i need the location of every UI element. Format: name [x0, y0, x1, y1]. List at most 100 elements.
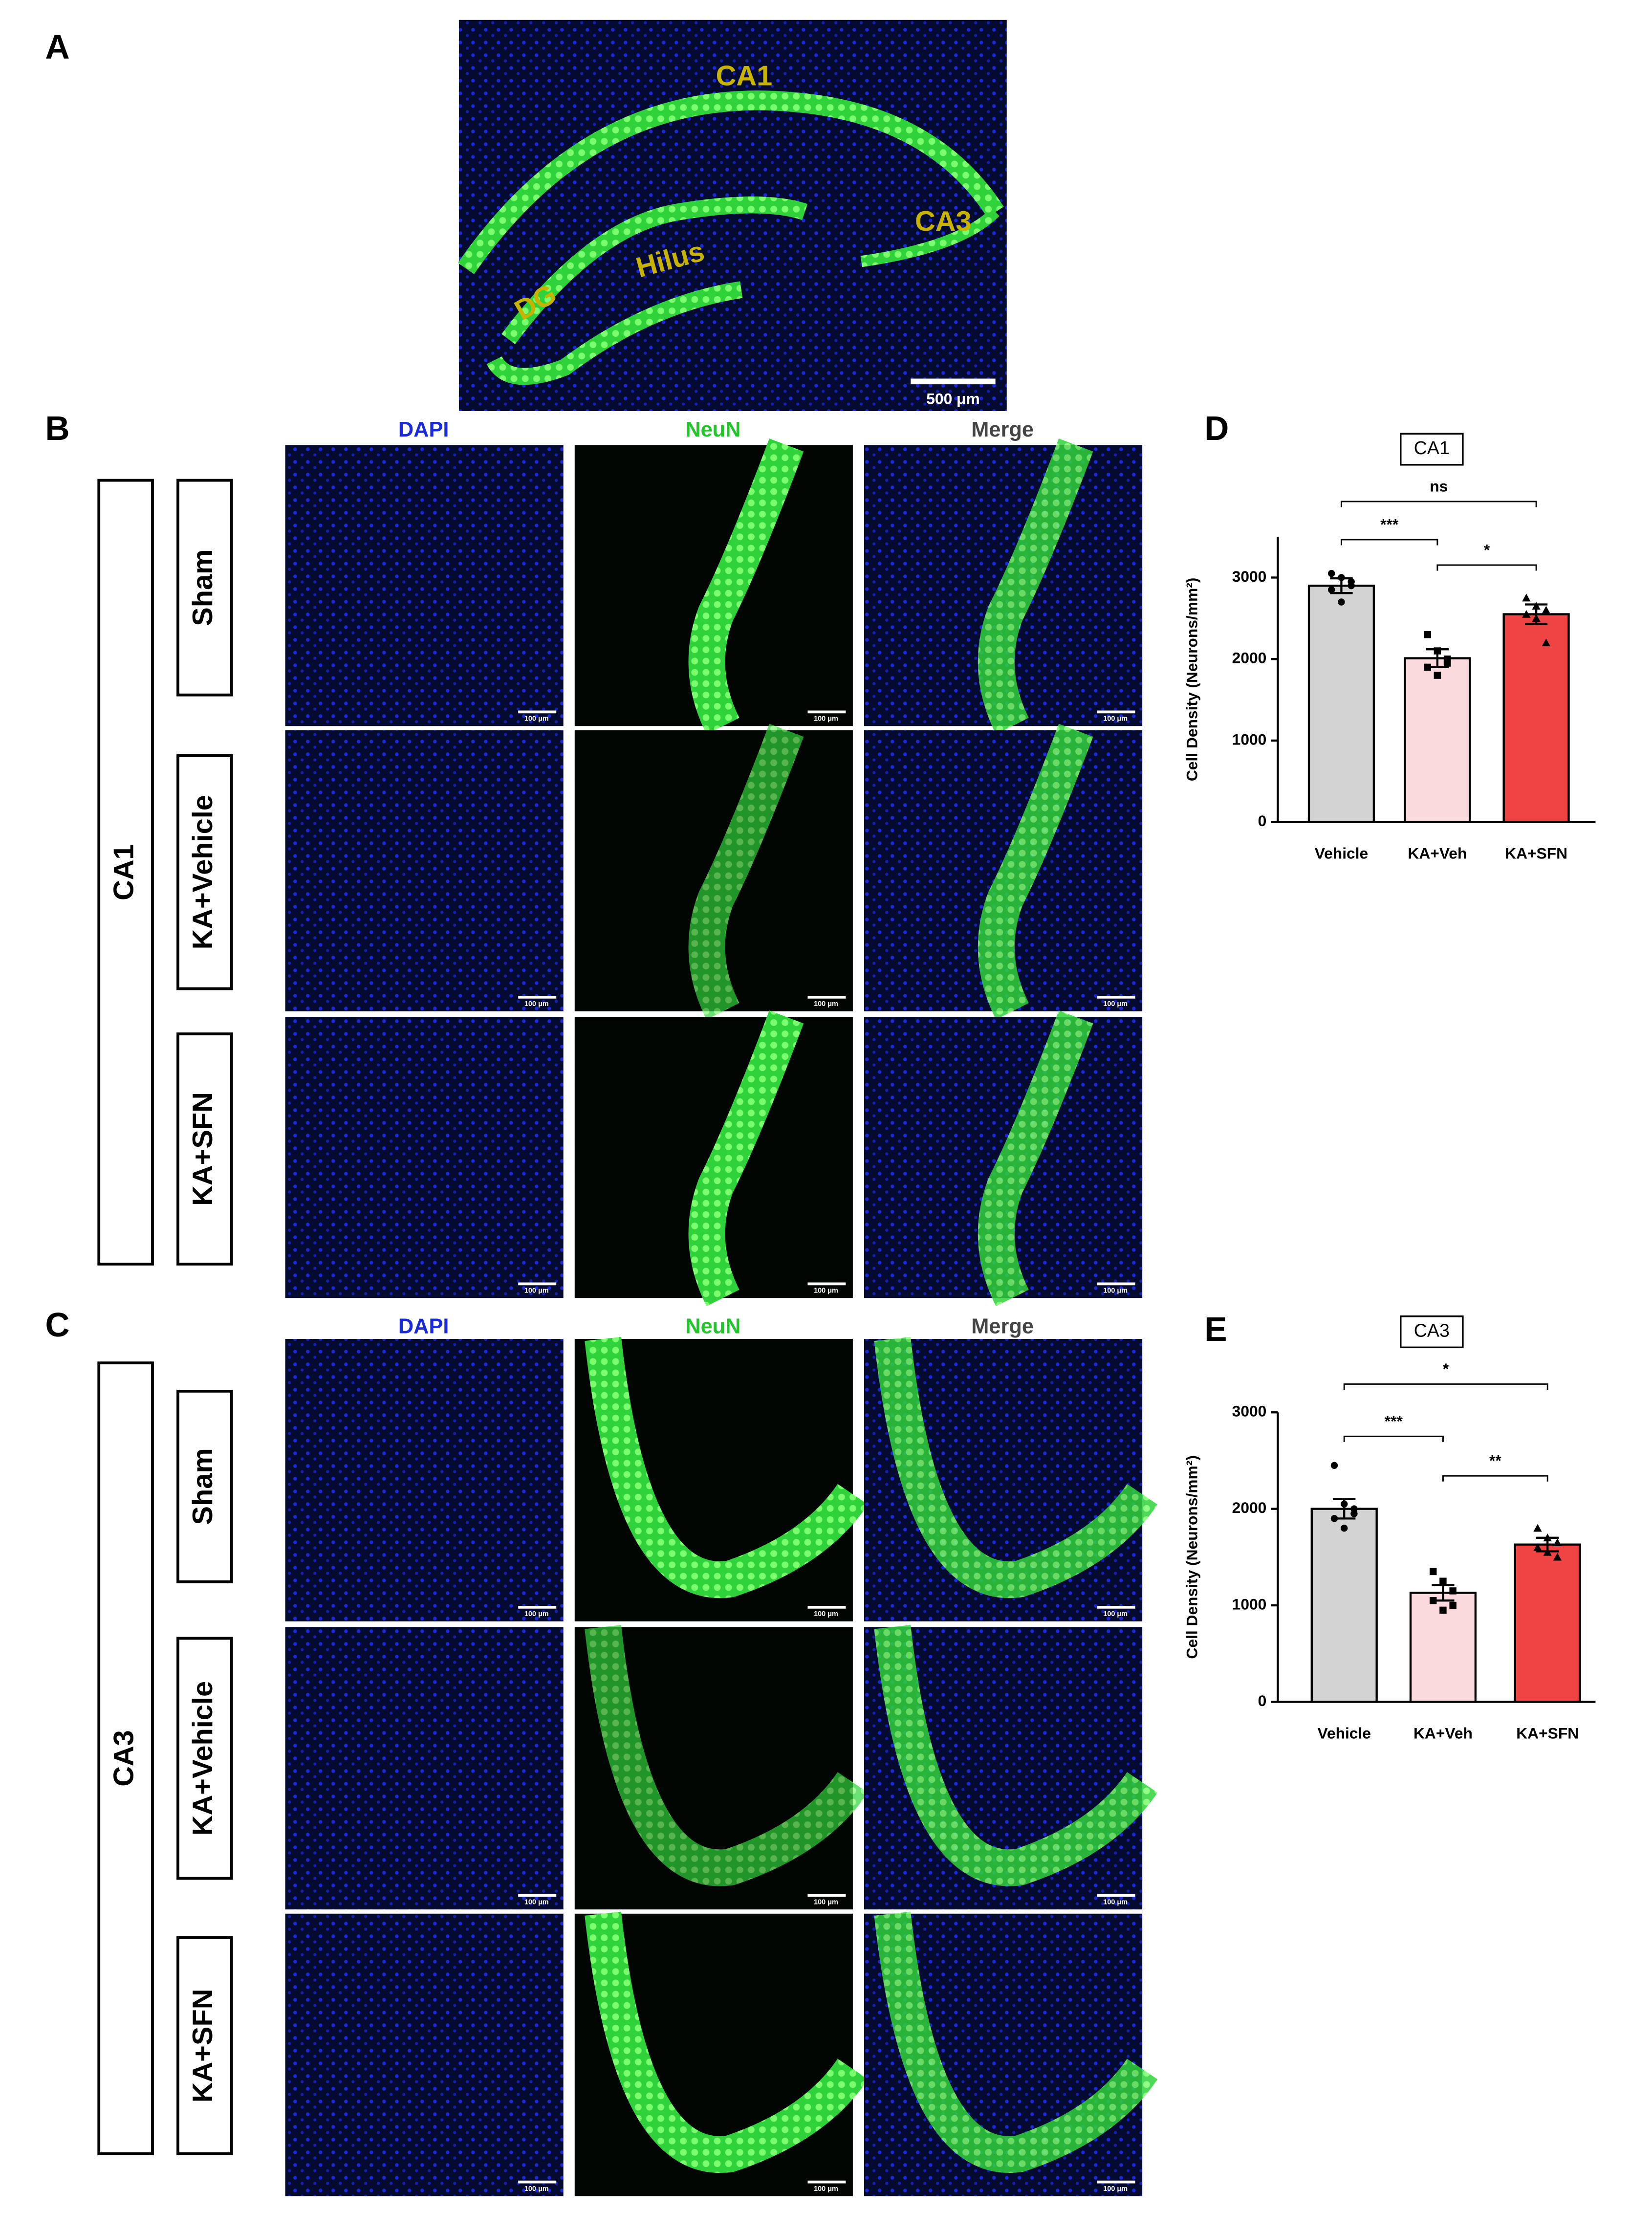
data-point: [1522, 593, 1531, 602]
panel-label: E: [1204, 1310, 1227, 1348]
chart-title: CA1: [1414, 438, 1450, 458]
significance-bracket: [1341, 501, 1537, 507]
row-box: [176, 1936, 233, 2155]
scale-label: 100 μm: [814, 1898, 838, 1906]
column-header: DAPI: [398, 418, 449, 441]
neun-band: [874, 1336, 1158, 1598]
bar: [1404, 657, 1471, 823]
significance-label: *: [1484, 541, 1490, 558]
ca3-layer: [860, 208, 1000, 267]
data-point: [1543, 1533, 1552, 1542]
row-label: KA+SFN: [187, 1989, 218, 2103]
significance-bracket: [1343, 1383, 1548, 1390]
data-point: [1532, 614, 1541, 622]
data-point: [1338, 598, 1345, 606]
column-header: DAPI: [398, 1314, 449, 1338]
data-point: [1341, 1500, 1348, 1508]
x-tick-label: KA+Veh: [1413, 1724, 1473, 1742]
column-header: Merge: [971, 1314, 1034, 1338]
scale-label: 100 μm: [1103, 1898, 1128, 1906]
row-label: KA+Vehicle: [187, 1681, 218, 1836]
neun-band: [585, 1336, 869, 1598]
data-point: [1330, 1515, 1338, 1522]
bar: [1310, 1508, 1378, 1703]
x-tick-label: KA+SFN: [1505, 845, 1567, 862]
row-label: Sham: [187, 1448, 218, 1525]
micrograph: [285, 445, 564, 726]
y-tick-label: 3000: [1232, 568, 1267, 585]
y-tick-label: 2000: [1232, 1499, 1267, 1516]
region-label: CA3: [108, 1730, 139, 1787]
overview-image: [458, 20, 1007, 412]
significance-bracket: [1436, 564, 1537, 571]
scale-label: 100 μm: [814, 715, 838, 723]
y-tick-label: 2000: [1232, 649, 1267, 667]
row-box: [176, 1032, 233, 1266]
panel-label: C: [45, 1306, 69, 1344]
x-tick-label: KA+Veh: [1408, 845, 1467, 862]
column-header: Merge: [971, 418, 1034, 441]
row-box: [176, 479, 233, 697]
row-label: KA+SFN: [187, 1092, 218, 1206]
column-header: NeuN: [685, 418, 740, 441]
scale-label: 100 μm: [814, 1610, 838, 1618]
y-tick-label: 0: [1258, 812, 1267, 830]
data-point: [1439, 1577, 1447, 1585]
y-tick-label: 0: [1258, 1692, 1267, 1709]
data-point: [1434, 647, 1441, 655]
ca1-layer: [457, 90, 1004, 274]
row-label: KA+Vehicle: [187, 795, 218, 949]
data-point: [1533, 1524, 1542, 1532]
scale-label: 100 μm: [814, 1287, 838, 1295]
region-label: CA1: [716, 60, 773, 91]
neun-band: [874, 1625, 1158, 1886]
data-point: [1338, 574, 1345, 581]
bar: [1502, 613, 1570, 823]
data-point: [1348, 578, 1355, 586]
data-point: [1532, 602, 1541, 610]
data-point: [1350, 1505, 1358, 1512]
data-point: [1341, 1524, 1348, 1532]
data-point: [1542, 606, 1550, 614]
significance-bracket: [1442, 1475, 1548, 1482]
region-box: [97, 1361, 154, 2155]
scale-label: 100 μm: [524, 1287, 549, 1295]
scale-label: 100 μm: [814, 1000, 838, 1008]
title-box: [1400, 433, 1464, 466]
neun-band: [874, 1911, 1158, 2173]
scale-label: 100 μm: [524, 1610, 549, 1618]
scale-label: 100 μm: [524, 1000, 549, 1008]
data-point: [1424, 631, 1431, 638]
panel-label: B: [45, 409, 69, 447]
data-point: [1328, 569, 1335, 577]
y-tick-label: 1000: [1232, 1595, 1267, 1613]
panel-label: D: [1204, 409, 1229, 447]
data-point: [1449, 1587, 1456, 1595]
chart-title: CA3: [1414, 1320, 1450, 1340]
data-point: [1328, 586, 1335, 593]
scale-label: 100 μm: [1103, 1287, 1128, 1295]
significance-label: ***: [1385, 1412, 1403, 1430]
neun-band: [585, 1911, 869, 2173]
bar: [1514, 1543, 1581, 1703]
neun-band: [978, 723, 1093, 1020]
region-label: CA1: [108, 844, 139, 900]
micrograph: [285, 1339, 564, 1621]
row-box: [176, 1390, 233, 1583]
data-point: [1553, 1538, 1562, 1546]
neun-band: [978, 438, 1093, 735]
scale-label: 100 μm: [1103, 2185, 1128, 2193]
data-point: [1424, 663, 1431, 671]
micrograph: [285, 1017, 564, 1298]
data-point: [1434, 672, 1441, 679]
scale-label: 500 μm: [926, 390, 980, 407]
scale-label: 100 μm: [524, 2185, 549, 2193]
neun-band: [688, 1010, 804, 1307]
row-label: Sham: [187, 549, 218, 626]
significance-bracket: [1343, 1435, 1444, 1442]
data-point: [1350, 1510, 1358, 1517]
scale-label: 100 μm: [524, 1898, 549, 1906]
significance-label: ***: [1380, 515, 1399, 533]
